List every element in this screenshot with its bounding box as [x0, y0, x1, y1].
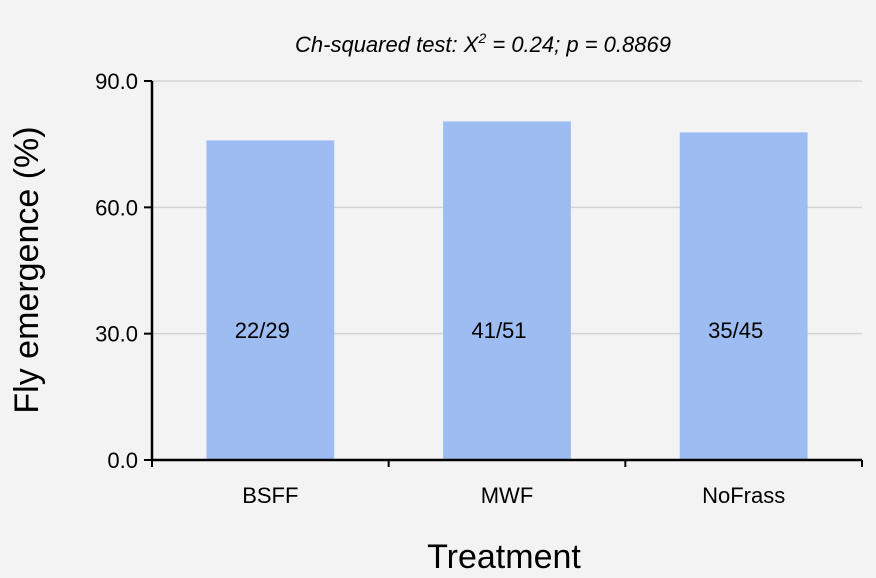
bars [206, 121, 808, 461]
x-tick-label: BSFF [242, 483, 298, 508]
y-tick-label: 30.0 [95, 322, 138, 347]
bar [679, 132, 808, 460]
y-axis-title: Fly emergence (%) [8, 126, 46, 413]
bar [206, 140, 335, 461]
y-tick-label: 0.0 [107, 448, 138, 473]
data-label: 41/51 [471, 318, 526, 343]
x-tick-label: NoFrass [702, 483, 785, 508]
data-label: 35/45 [708, 318, 763, 343]
y-tick-label: 90.0 [95, 69, 138, 94]
axes [144, 80, 863, 467]
x-axis-title: Treatment [427, 538, 581, 576]
bar [443, 121, 571, 460]
x-tick-label: MWF [481, 483, 534, 508]
data-label: 22/29 [235, 318, 290, 343]
chart-title: Ch-squared test: X2 = 0.24; p = 0.8869 [295, 30, 671, 57]
y-tick-label: 60.0 [95, 195, 138, 220]
labels: 0.0 30.0 60.0 90.0 22/29 BSFF 41/51 MWF 35/45 NoF… [95, 69, 785, 508]
